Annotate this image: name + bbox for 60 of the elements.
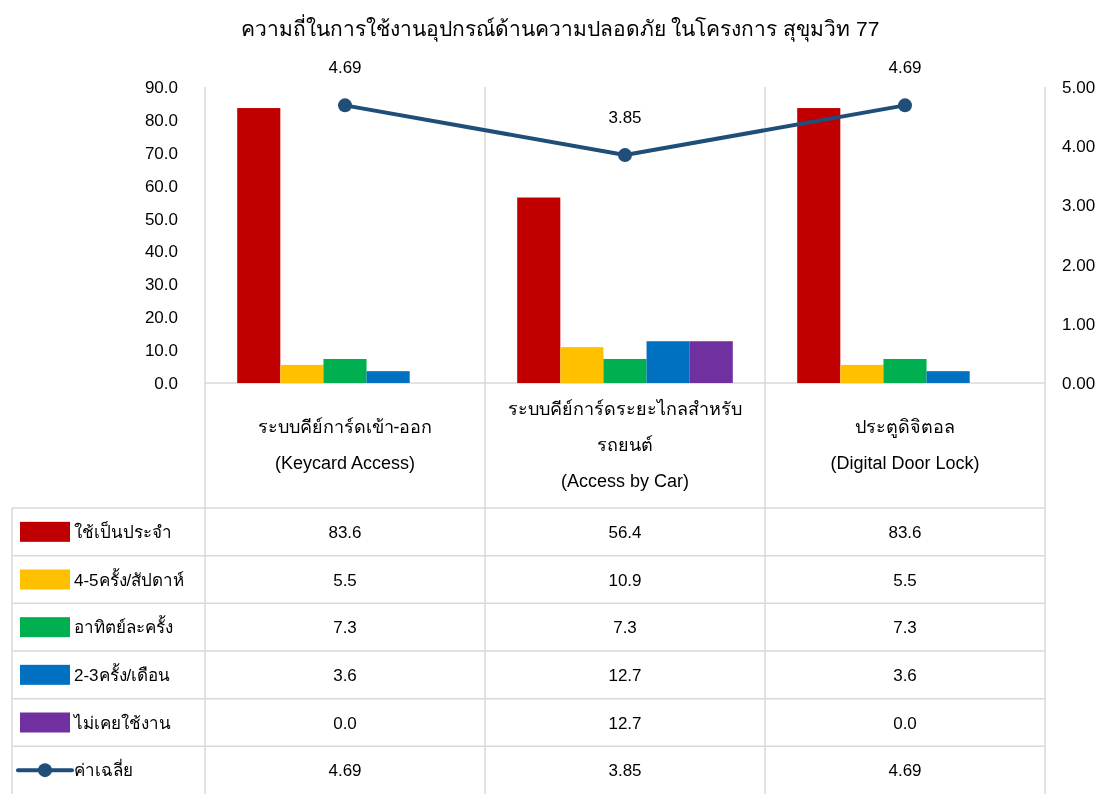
data-label: 10.9 (608, 570, 642, 590)
data-label: 5.5 (333, 570, 357, 590)
data-label: 12.7 (608, 665, 642, 685)
data-label: 7.3 (613, 618, 637, 638)
bar (366, 371, 410, 383)
legend-label: อาทิตย์ละครั้ง (74, 615, 173, 638)
bar (883, 358, 927, 383)
data-label: 5.5 (893, 570, 917, 590)
text: 3.85 (608, 108, 642, 128)
data-label: 0.0 (893, 713, 917, 733)
text: 4.69 (328, 58, 362, 78)
data-label: 7.3 (893, 618, 917, 638)
bar (280, 364, 324, 383)
legend-label: ไม่เคยใช้งาน (72, 712, 171, 733)
bar (646, 341, 690, 383)
bar (323, 358, 367, 383)
y-tick-label: 20.0 (144, 308, 178, 328)
data-label: 3.6 (893, 665, 917, 685)
y-tick-label: 10.0 (144, 341, 178, 361)
bar (560, 347, 604, 383)
data-label: 83.6 (328, 522, 362, 542)
y2-tick-label: 1.00 (1062, 314, 1096, 334)
legend-label: 4-5ครั้ง/สัปดาห์ (74, 567, 185, 590)
data-label: 7.3 (333, 618, 357, 638)
y-tick-label: 80.0 (144, 110, 178, 130)
data-label: 4.69 (328, 761, 362, 781)
legend-label: ใช้เป็นประจำ (74, 520, 172, 542)
data-label: 4.69 (888, 761, 922, 781)
data-label: 12.7 (608, 713, 642, 733)
bar (840, 364, 884, 383)
y2-tick-label: 0.00 (1062, 374, 1096, 393)
bar (689, 341, 733, 383)
data-label: 3.85 (608, 761, 642, 781)
y-tick-label: 90.0 (144, 78, 178, 97)
legend-label: 2-3ครั้ง/เดือน (74, 662, 171, 685)
bar (517, 197, 561, 383)
data-label: 83.6 (888, 522, 922, 542)
x-tick-label: ระบบคีย์การ์ดระยะไกลสำหรับ รถยนต์ (Access by Car) (508, 398, 742, 491)
x-tick-label: ประตูดิจิตอล (Digital Door Lock) (830, 417, 980, 473)
x-tick-label: ระบบคีย์การ์ดเข้า-ออก (Keycard Access) (257, 417, 433, 473)
bar (926, 371, 970, 383)
y-tick-label: 40.0 (144, 242, 178, 262)
data-label: 3.6 (333, 665, 357, 685)
y2-tick-label: 5.00 (1062, 78, 1096, 97)
y2-tick-label: 4.00 (1062, 137, 1096, 157)
y2-tick-label: 2.00 (1062, 255, 1096, 275)
text: 4.69 (888, 58, 922, 78)
data-label: 56.4 (608, 522, 642, 542)
y-tick-label: 50.0 (144, 209, 178, 229)
y-tick-label: 70.0 (144, 143, 178, 163)
legend-label: ค่าเฉลี่ย (74, 758, 133, 781)
bar (603, 358, 647, 383)
chart-title: ความถี่ในการใช้งานอุปกรณ์ด้านความปลอดภัย ในโครงการ สุขุมวิท 77 (240, 14, 880, 42)
y-tick-label: 30.0 (144, 275, 178, 295)
y2-tick-label: 3.00 (1062, 196, 1096, 216)
y-tick-label: 60.0 (144, 176, 178, 196)
bar (237, 108, 281, 383)
y-tick-label: 0.0 (154, 374, 178, 393)
data-label: 0.0 (333, 713, 357, 733)
bar (797, 108, 841, 383)
